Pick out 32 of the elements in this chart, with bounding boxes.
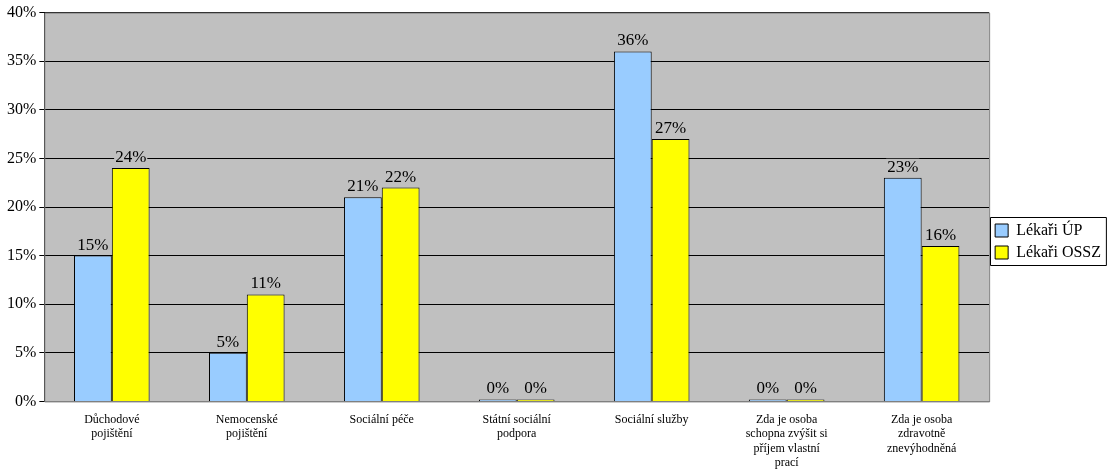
data-label: 15% <box>77 234 109 254</box>
data-label: 27% <box>655 117 687 137</box>
y-tick-label: 5% <box>15 343 37 360</box>
y-tick-label: 10% <box>7 294 37 312</box>
data-label: 5% <box>216 331 240 351</box>
data-label: 21% <box>347 176 379 196</box>
x-tick-label: Nemocenské pojištění <box>215 411 278 441</box>
y-tick-label: 0% <box>15 391 37 409</box>
data-label: 0% <box>486 378 510 398</box>
legend-label: Lékaři OSSZ <box>1016 242 1101 260</box>
x-tick-label: Zda je osoba schopna zvýšit si příjem vlastní prací <box>745 411 829 469</box>
data-label: 0% <box>794 378 817 398</box>
data-label: 23% <box>887 156 919 176</box>
x-tick-label: Sociální služby <box>614 411 689 426</box>
y-tick-label: 40% <box>7 2 37 20</box>
y-tick-label: 20% <box>7 197 37 215</box>
y-tick-label: 30% <box>7 100 37 117</box>
x-tick-label: Sociální péče <box>349 411 414 426</box>
data-label: 11% <box>250 273 281 293</box>
x-tick-label: Důchodové pojištění <box>84 411 140 441</box>
data-label: 22% <box>385 166 417 186</box>
x-tick-label: Státní sociální podpora <box>482 411 552 441</box>
y-tick-label: 25% <box>7 148 37 166</box>
legend-label: Lékaři ÚP <box>1016 219 1083 238</box>
y-tick-label: 15% <box>7 245 37 263</box>
y-tick-label: 35% <box>7 51 37 69</box>
data-label: 36% <box>617 30 649 50</box>
x-tick-label: Zda je osoba zdravotně znevýhodněná <box>886 411 957 455</box>
data-label: 0% <box>756 378 780 398</box>
data-label: 0% <box>524 378 547 398</box>
data-label: 24% <box>115 147 147 167</box>
data-label: 16% <box>924 224 957 244</box>
